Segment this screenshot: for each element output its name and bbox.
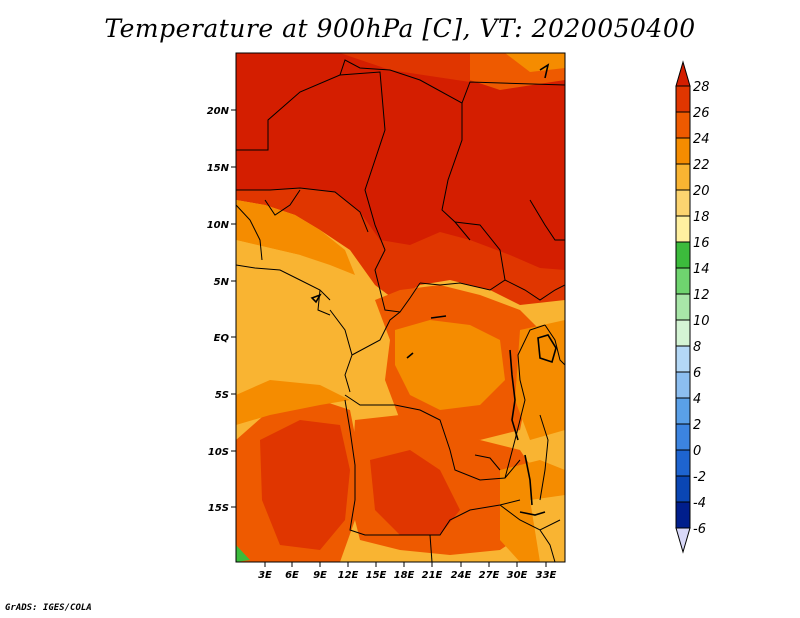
colorbar-swatch	[675, 111, 691, 139]
colorbar-label: 14	[693, 262, 710, 277]
colorbar-label: 4	[693, 392, 701, 407]
colorbar-label: -6	[693, 522, 706, 537]
lon-label: 27E	[479, 570, 500, 581]
colorbar-swatch	[675, 163, 691, 191]
colorbar-swatch	[675, 293, 691, 321]
lon-label: 30E	[507, 570, 528, 581]
colorbar-swatch	[675, 85, 691, 113]
grads-credit: GrADS: IGES/COLA	[5, 603, 92, 613]
colorbar-label: 12	[693, 288, 710, 303]
colorbar-swatch	[675, 345, 691, 373]
colorbar-swatch	[675, 319, 691, 347]
country-borders	[236, 59, 565, 562]
lon-label: 15E	[366, 570, 387, 581]
colorbar-label: 16	[693, 236, 710, 251]
colorbar-top-arrow	[675, 60, 691, 87]
colorbar-label: 20	[693, 184, 710, 199]
colorbar-bottom-arrow	[675, 527, 691, 554]
colorbar	[675, 60, 691, 554]
colorbar-label: 22	[693, 158, 710, 173]
colorbar-swatch	[675, 397, 691, 425]
lakes	[310, 63, 557, 516]
map-frame	[235, 52, 566, 563]
colorbar-label: 28	[693, 80, 710, 95]
colorbar-label: -4	[693, 496, 706, 511]
lon-label: 12E	[338, 570, 359, 581]
colorbar-label: 8	[693, 340, 701, 355]
colorbar-swatch	[675, 475, 691, 503]
colorbar-label: 2	[693, 418, 701, 433]
lon-label: 3E	[258, 570, 272, 581]
colorbar-swatch	[675, 501, 691, 529]
lon-label: 9E	[313, 570, 327, 581]
colorbar-swatch	[675, 267, 691, 295]
colorbar-swatch	[675, 449, 691, 477]
lat-label: 10S	[208, 447, 229, 458]
lat-label: 10N	[207, 220, 230, 231]
colorbar-label: 0	[693, 444, 701, 459]
lat-label: 20N	[207, 106, 230, 117]
colorbar-swatch	[675, 241, 691, 269]
lat-label: 5N	[214, 277, 230, 288]
colorbar-swatch	[675, 189, 691, 217]
colorbar-swatch	[675, 423, 691, 451]
colorbar-label: 26	[693, 106, 710, 121]
lon-label: 6E	[285, 570, 299, 581]
lat-label: 15N	[207, 163, 230, 174]
colorbar-label: 24	[693, 132, 710, 147]
lon-label: 33E	[536, 570, 557, 581]
colorbar-label: -2	[693, 470, 706, 485]
temperature-field	[236, 53, 565, 562]
lat-label: 15S	[208, 503, 229, 514]
lon-label: 21E	[422, 570, 443, 581]
map-title: Temperature at 900hPa [C], VT: 202005040…	[104, 14, 696, 43]
lat-label: 5S	[215, 390, 229, 401]
lon-label: 18E	[394, 570, 415, 581]
colorbar-swatch	[675, 371, 691, 399]
colorbar-label: 10	[693, 314, 710, 329]
lat-label: EQ	[214, 333, 230, 344]
colorbar-label: 6	[693, 366, 701, 381]
colorbar-label: 18	[693, 210, 710, 225]
colorbar-swatch	[675, 215, 691, 243]
colorbar-swatch	[675, 137, 691, 165]
lon-label: 24E	[451, 570, 472, 581]
